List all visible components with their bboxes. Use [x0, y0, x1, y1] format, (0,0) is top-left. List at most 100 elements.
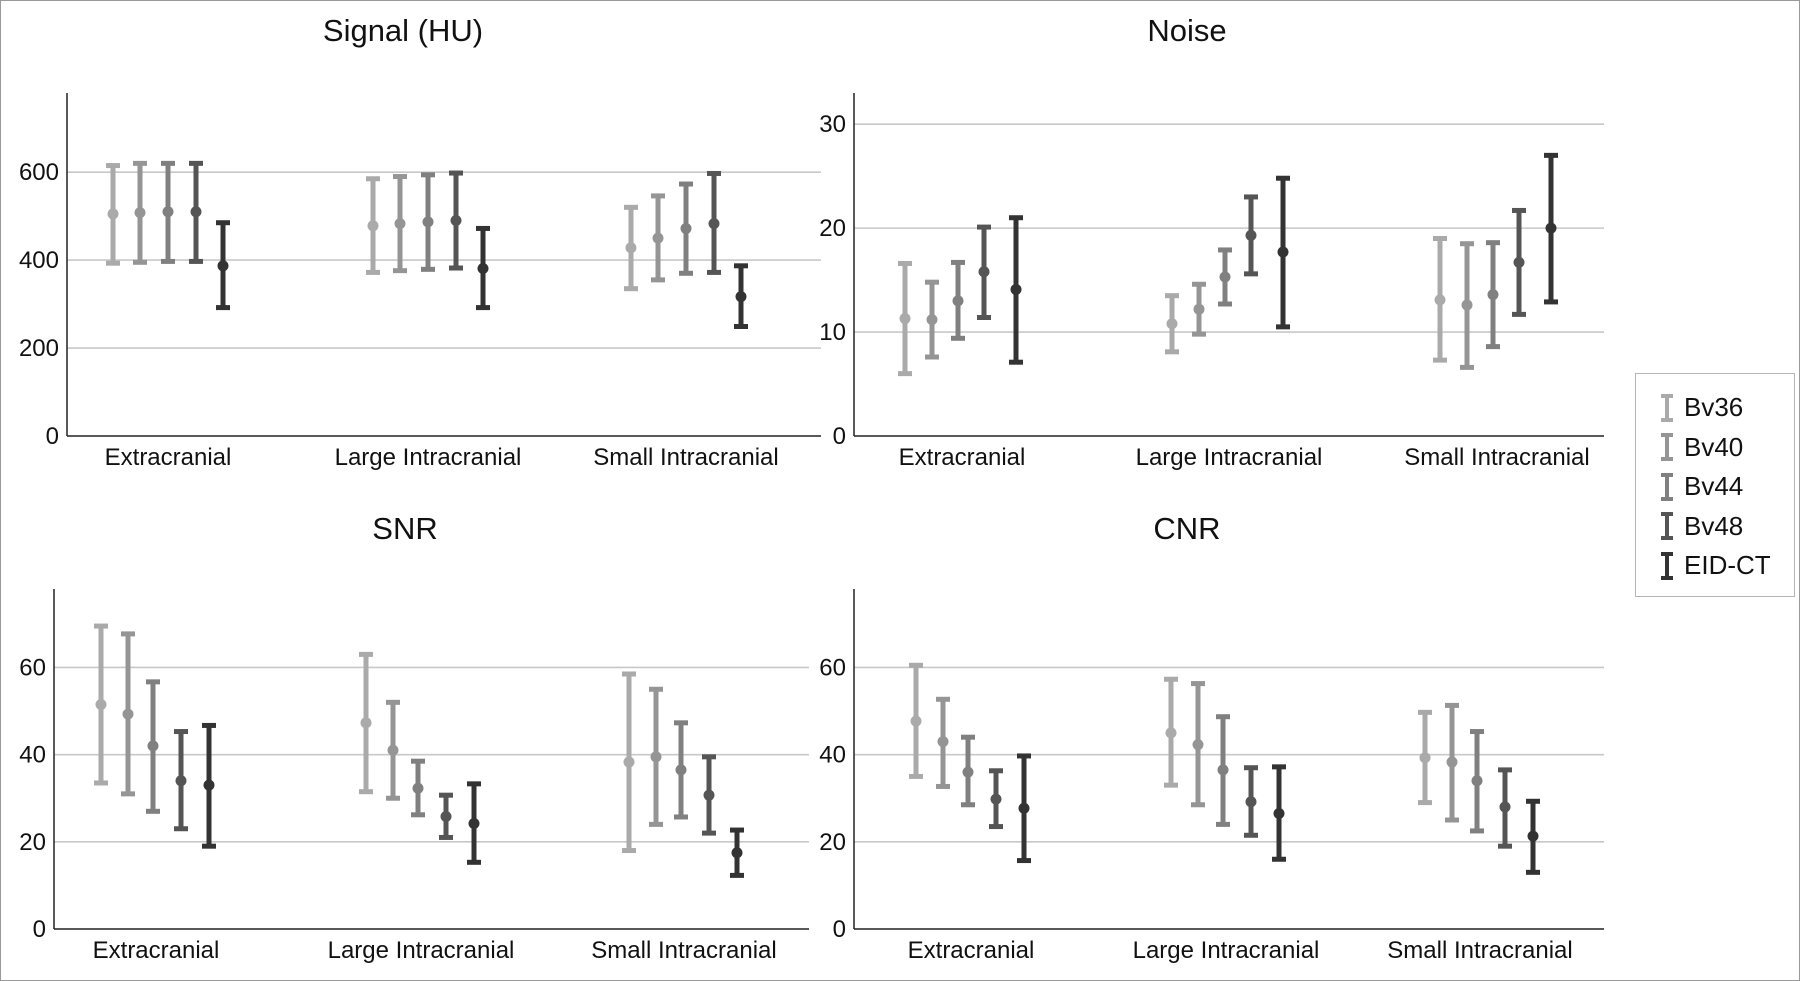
- legend-item: Bv40: [1656, 428, 1794, 468]
- mean-point: [1419, 752, 1431, 764]
- y-tick-label: 40: [19, 742, 46, 769]
- legend-item: EID-CT: [1656, 546, 1794, 586]
- mean-point: [1010, 283, 1022, 295]
- mean-point: [1192, 739, 1204, 751]
- mean-point: [440, 811, 452, 823]
- y-tick-label: 20: [19, 829, 46, 856]
- mean-point: [1219, 271, 1231, 283]
- mean-point: [1193, 303, 1205, 315]
- panel-title: Signal (HU): [323, 13, 483, 48]
- y-tick-label: 0: [46, 423, 59, 450]
- panel-title: SNR: [372, 511, 437, 546]
- mean-point: [952, 295, 964, 307]
- mean-point: [1245, 229, 1257, 241]
- mean-point: [708, 218, 720, 230]
- mean-point: [412, 782, 424, 794]
- x-tick-label: Extracranial: [105, 444, 232, 471]
- mean-point: [1513, 256, 1525, 268]
- mean-point: [731, 847, 743, 859]
- mean-point: [625, 242, 637, 254]
- mean-point: [1217, 764, 1229, 776]
- mean-point: [1245, 796, 1257, 808]
- legend-item: Bv44: [1656, 467, 1794, 507]
- x-tick-label: Extracranial: [93, 937, 220, 964]
- y-tick-label: 0: [833, 916, 846, 943]
- legend-errorbar-icon: [1661, 551, 1673, 580]
- y-tick-label: 200: [19, 335, 59, 362]
- legend-errorbar-icon: [1661, 433, 1673, 462]
- mean-point: [1446, 756, 1458, 768]
- x-tick-label: Large Intracranial: [335, 444, 522, 471]
- mean-point: [1018, 802, 1030, 814]
- mean-point: [203, 779, 215, 791]
- mean-point: [650, 751, 662, 763]
- mean-point: [978, 266, 990, 278]
- mean-point: [147, 740, 159, 752]
- mean-point: [1487, 289, 1499, 301]
- y-tick-label: 0: [33, 916, 46, 943]
- x-tick-label: Large Intracranial: [1133, 937, 1320, 964]
- mean-point: [217, 260, 229, 272]
- legend-label: Bv40: [1684, 431, 1744, 462]
- mean-point: [162, 206, 174, 218]
- mean-point: [95, 699, 107, 711]
- mean-point: [175, 775, 187, 787]
- legend-item: Bv36: [1656, 388, 1794, 428]
- mean-point: [122, 708, 134, 720]
- mean-point: [1166, 318, 1178, 330]
- x-tick-label: Large Intracranial: [328, 937, 515, 964]
- mean-point: [468, 818, 480, 830]
- mean-point: [394, 218, 406, 230]
- mean-point: [360, 717, 372, 729]
- legend-label: Bv48: [1684, 510, 1744, 541]
- y-tick-label: 60: [819, 654, 846, 681]
- mean-point: [422, 216, 434, 228]
- panel-title: CNR: [1153, 511, 1220, 546]
- legend-label: Bv44: [1684, 471, 1744, 502]
- x-tick-label: Extracranial: [908, 937, 1035, 964]
- mean-point: [134, 207, 146, 219]
- y-tick-label: 40: [819, 742, 846, 769]
- mean-point: [962, 766, 974, 778]
- y-tick-label: 20: [819, 215, 846, 242]
- legend-item: Bv48: [1656, 507, 1794, 547]
- mean-point: [703, 789, 715, 801]
- mean-point: [623, 756, 635, 768]
- y-tick-label: 30: [819, 111, 846, 138]
- mean-point: [1527, 830, 1539, 842]
- mean-point: [1499, 801, 1511, 813]
- x-tick-label: Large Intracranial: [1136, 444, 1323, 471]
- mean-point: [190, 206, 202, 218]
- mean-point: [937, 736, 949, 748]
- mean-point: [675, 764, 687, 776]
- mean-point: [1165, 727, 1177, 739]
- legend-errorbar-icon: [1661, 512, 1673, 541]
- mean-point: [107, 208, 119, 220]
- x-tick-label: Small Intracranial: [1387, 937, 1572, 964]
- mean-point: [367, 220, 379, 232]
- y-tick-label: 0: [833, 423, 846, 450]
- mean-point: [387, 744, 399, 756]
- mean-point: [1434, 294, 1446, 306]
- y-tick-label: 10: [819, 319, 846, 346]
- x-tick-label: Small Intracranial: [591, 937, 776, 964]
- mean-point: [1461, 299, 1473, 311]
- mean-point: [1277, 246, 1289, 258]
- legend-errorbar-icon: [1661, 472, 1673, 501]
- legend-label: EID-CT: [1684, 550, 1771, 581]
- mean-point: [910, 715, 922, 727]
- x-tick-label: Small Intracranial: [593, 444, 778, 471]
- mean-point: [926, 314, 938, 326]
- mean-point: [450, 215, 462, 227]
- y-tick-label: 60: [19, 654, 46, 681]
- mean-point: [1273, 807, 1285, 819]
- mean-point: [1545, 222, 1557, 234]
- legend: Bv36 Bv40 Bv44 Bv48 EID-CT: [1635, 373, 1795, 597]
- mean-point: [477, 262, 489, 274]
- mean-point: [990, 793, 1002, 805]
- x-tick-label: Small Intracranial: [1404, 444, 1589, 471]
- mean-point: [680, 222, 692, 234]
- y-tick-label: 400: [19, 247, 59, 274]
